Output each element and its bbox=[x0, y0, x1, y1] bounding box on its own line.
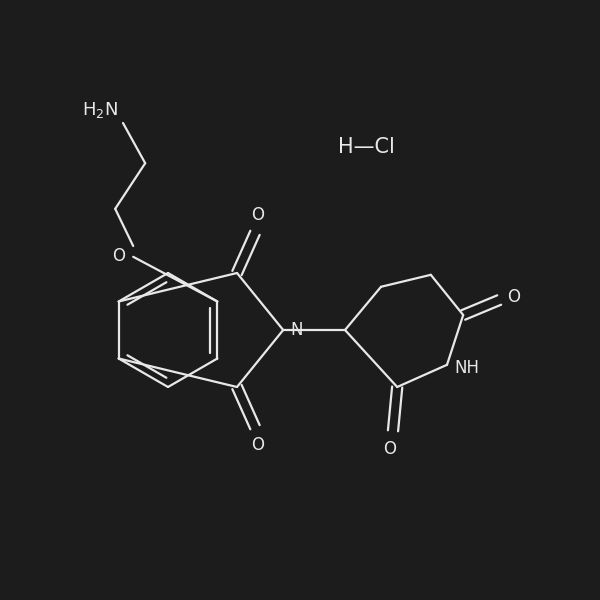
Text: N: N bbox=[290, 321, 303, 339]
Text: H—Cl: H—Cl bbox=[338, 137, 394, 157]
Text: O: O bbox=[251, 206, 264, 224]
Text: O: O bbox=[383, 440, 397, 458]
Text: O: O bbox=[507, 288, 520, 306]
Text: O: O bbox=[251, 436, 264, 454]
Text: H$_2$N: H$_2$N bbox=[82, 100, 118, 120]
Text: O: O bbox=[112, 247, 125, 265]
Text: NH: NH bbox=[455, 359, 480, 377]
